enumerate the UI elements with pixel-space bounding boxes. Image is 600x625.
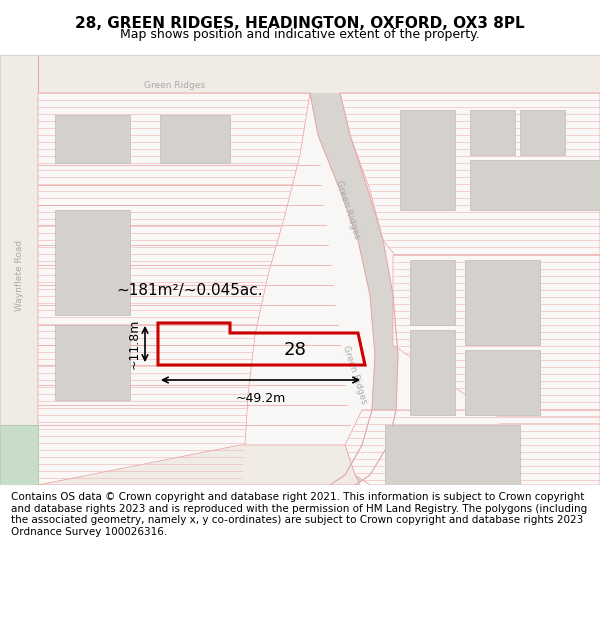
Polygon shape xyxy=(410,330,455,415)
Text: Contains OS data © Crown copyright and database right 2021. This information is : Contains OS data © Crown copyright and d… xyxy=(11,492,587,537)
Polygon shape xyxy=(0,425,38,485)
Polygon shape xyxy=(465,260,540,345)
Polygon shape xyxy=(310,93,398,485)
Polygon shape xyxy=(0,55,600,485)
Polygon shape xyxy=(55,210,130,315)
Polygon shape xyxy=(393,255,600,425)
Text: Green Ridges: Green Ridges xyxy=(334,179,362,241)
Polygon shape xyxy=(470,110,515,155)
Polygon shape xyxy=(410,260,455,325)
Polygon shape xyxy=(38,445,360,485)
Polygon shape xyxy=(385,425,520,485)
Text: 28: 28 xyxy=(284,341,307,359)
Polygon shape xyxy=(520,110,565,155)
Polygon shape xyxy=(38,55,600,93)
Text: 28, GREEN RIDGES, HEADINGTON, OXFORD, OX3 8PL: 28, GREEN RIDGES, HEADINGTON, OXFORD, OX… xyxy=(75,16,525,31)
Polygon shape xyxy=(38,93,310,485)
Text: Waynflete Road: Waynflete Road xyxy=(14,239,23,311)
Polygon shape xyxy=(400,110,455,210)
Text: ~49.2m: ~49.2m xyxy=(235,392,286,405)
Polygon shape xyxy=(160,115,230,163)
Polygon shape xyxy=(340,93,600,255)
Polygon shape xyxy=(55,115,130,163)
Polygon shape xyxy=(0,55,40,485)
Polygon shape xyxy=(345,410,600,485)
Polygon shape xyxy=(465,350,540,415)
Polygon shape xyxy=(470,160,600,210)
Text: Green Ridges: Green Ridges xyxy=(341,344,369,406)
Text: ~181m²/~0.045ac.: ~181m²/~0.045ac. xyxy=(116,282,263,298)
Text: Map shows position and indicative extent of the property.: Map shows position and indicative extent… xyxy=(120,28,480,41)
Polygon shape xyxy=(55,325,130,400)
Text: Green Ridges: Green Ridges xyxy=(145,81,205,89)
Text: ~11.8m: ~11.8m xyxy=(128,319,141,369)
